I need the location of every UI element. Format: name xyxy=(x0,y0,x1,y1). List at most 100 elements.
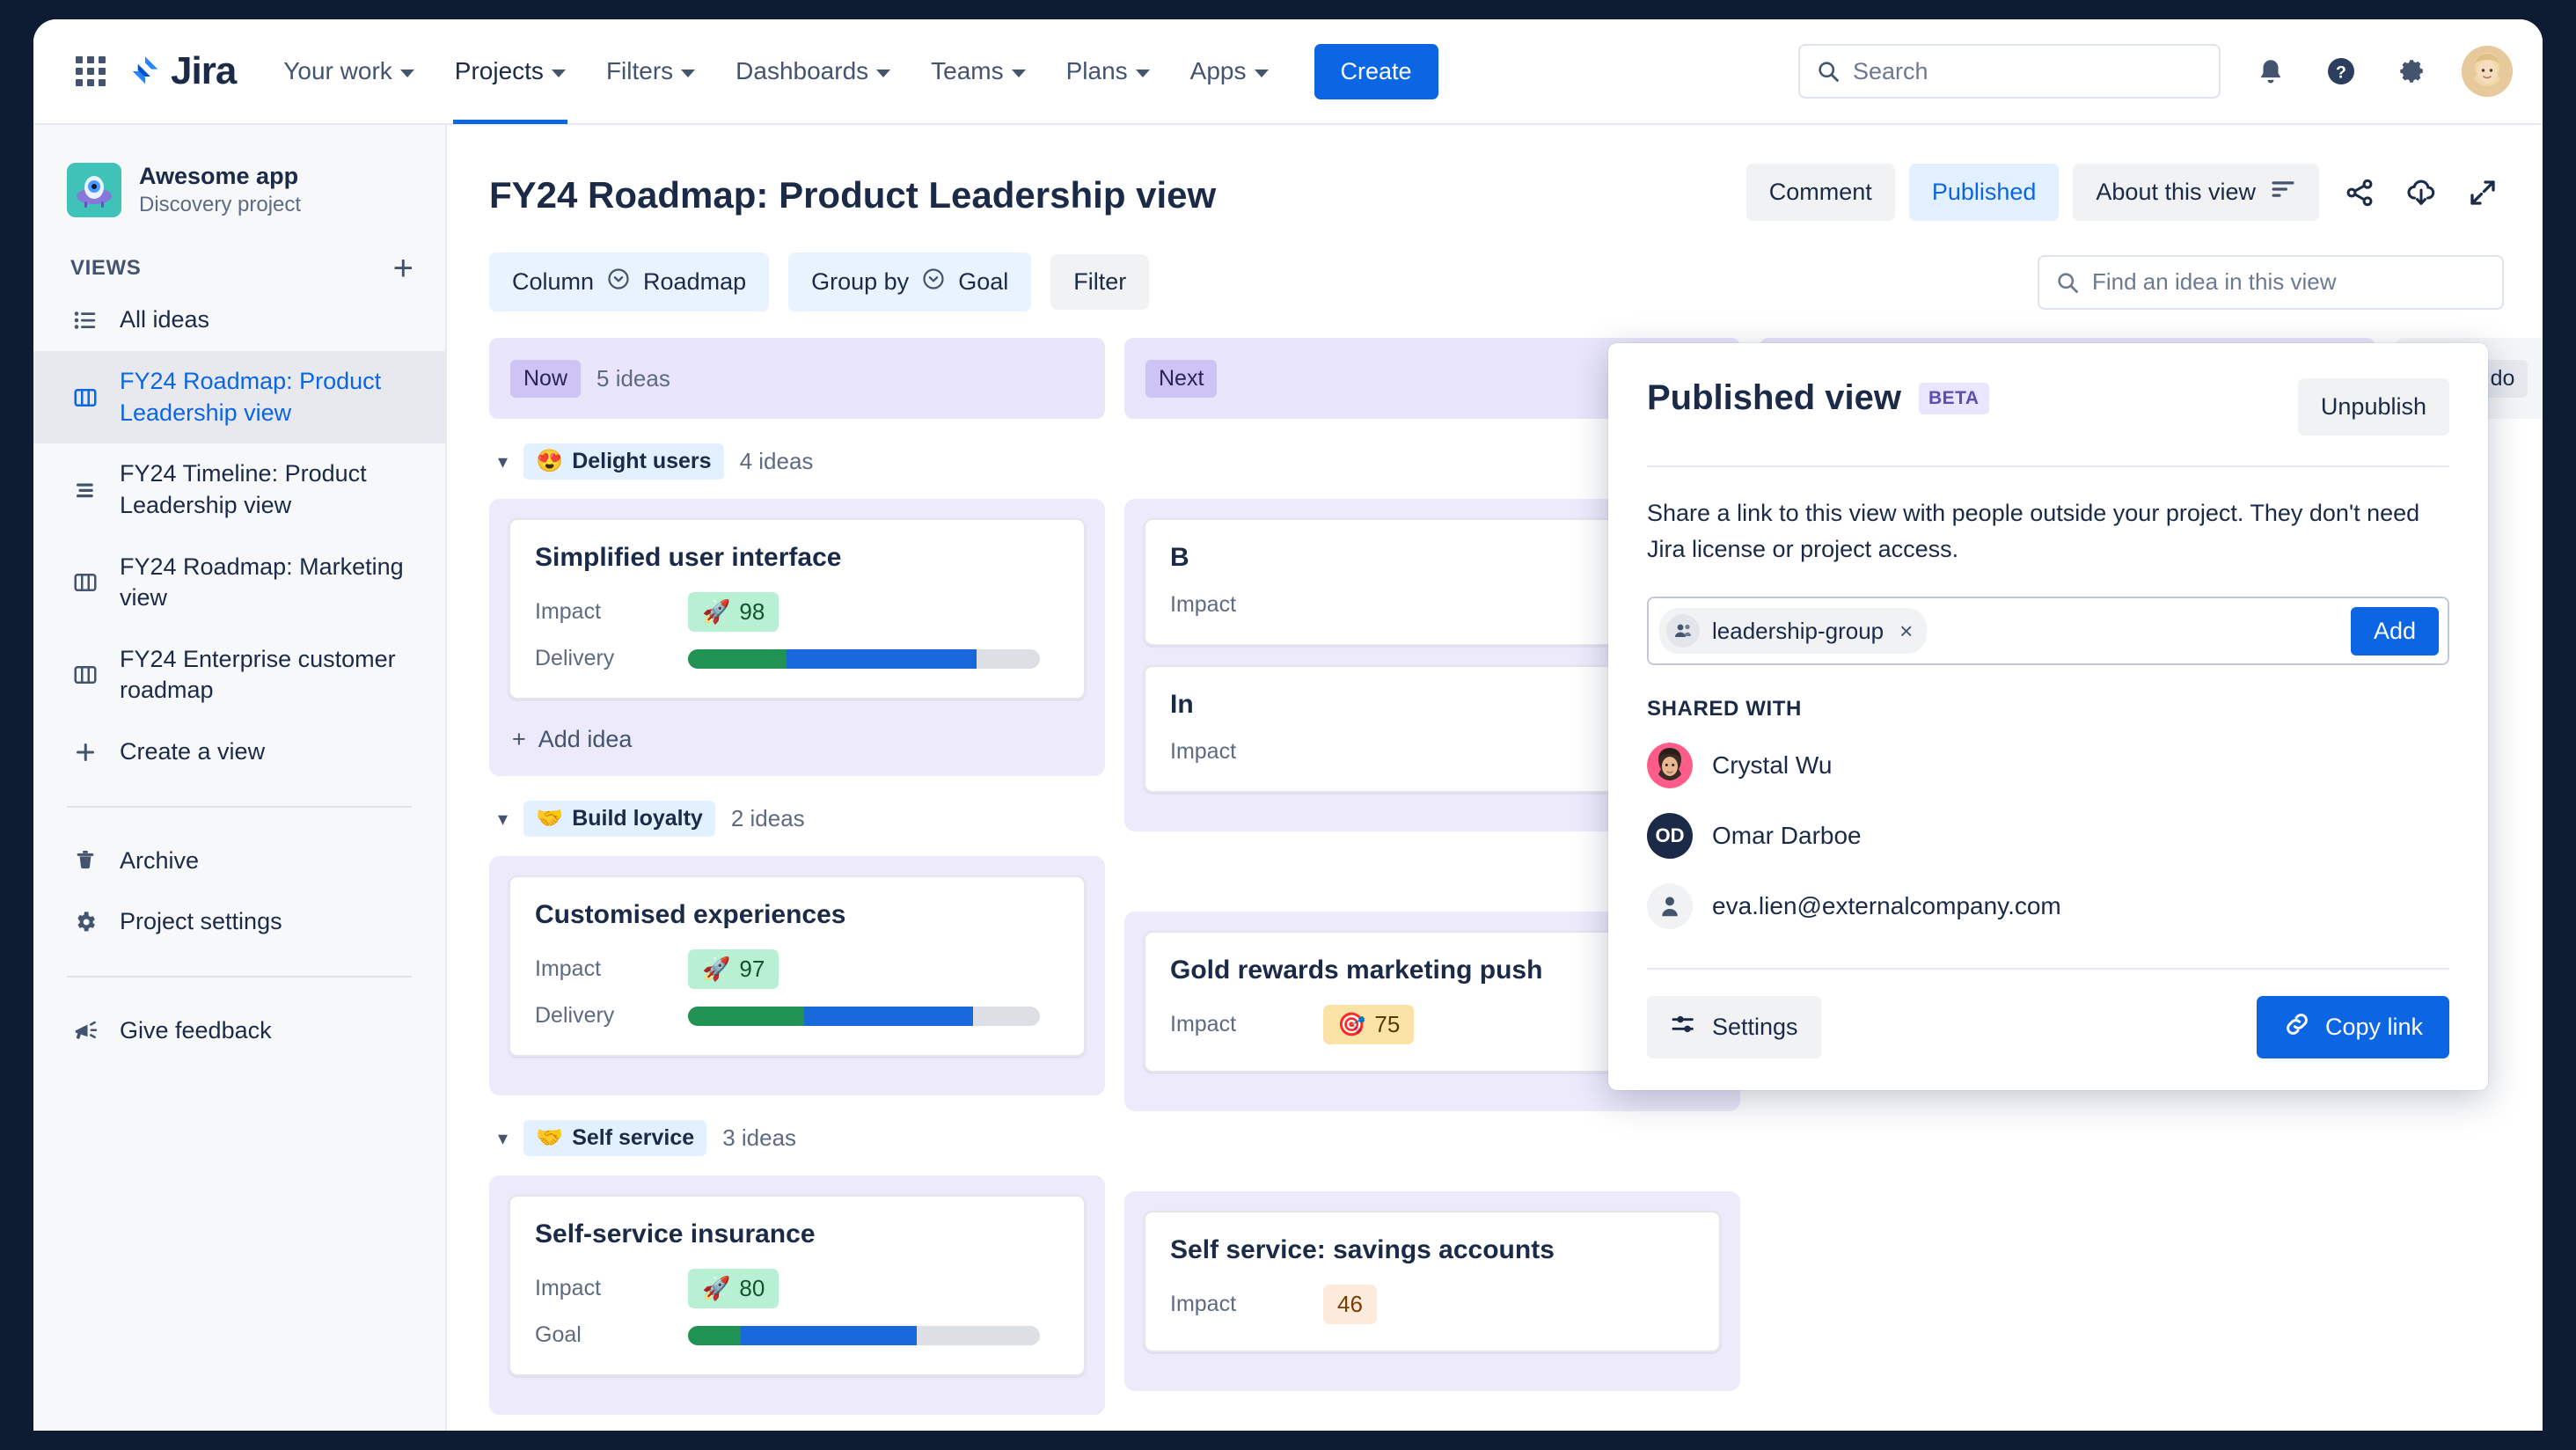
create-button[interactable]: Create xyxy=(1314,43,1438,99)
nav-label: Projects xyxy=(454,57,544,84)
sidebar-item-give-feedback[interactable]: Give feedback xyxy=(33,1000,445,1062)
nav-apps[interactable]: Apps xyxy=(1189,19,1270,124)
export-download-icon[interactable] xyxy=(2400,172,2442,214)
share-icon[interactable] xyxy=(2338,172,2381,214)
board-icon xyxy=(70,569,100,596)
column-header: Now 5 ideas xyxy=(489,338,1105,419)
group-header-delight-users[interactable]: ▾ 😍 Delight users 4 ideas xyxy=(489,419,1105,499)
group-chip: 🤝 Build loyalty xyxy=(523,801,715,837)
user-avatar[interactable] xyxy=(2462,46,2513,97)
shared-person-row: OD Omar Darboe xyxy=(1647,801,2449,871)
nav-label: Teams xyxy=(931,57,1004,84)
unpublish-button[interactable]: Unpublish xyxy=(2297,378,2449,436)
groupby-label: Group by xyxy=(811,268,910,295)
share-recipient-input[interactable]: leadership-group × Add xyxy=(1647,597,2449,665)
chevron-down-icon[interactable]: ▾ xyxy=(498,807,509,830)
sidebar-item-project-settings[interactable]: Project settings xyxy=(33,891,445,953)
nav-teams[interactable]: Teams xyxy=(929,19,1027,124)
published-button[interactable]: Published xyxy=(1908,164,2060,221)
chevron-down-icon[interactable]: ▾ xyxy=(498,1126,509,1149)
settings-button[interactable]: Settings xyxy=(1647,996,1821,1058)
sidebar-item-label: Project settings xyxy=(120,908,282,935)
copy-link-button[interactable]: Copy link xyxy=(2256,996,2449,1058)
list-icon xyxy=(70,307,100,333)
group-label: Build loyalty xyxy=(572,806,703,831)
goal-progress-bar xyxy=(688,1325,1040,1345)
idea-card[interactable]: Customised experiences Impact 🚀 97 Deliv… xyxy=(509,875,1086,1057)
groupby-selector[interactable]: Group by Goal xyxy=(788,253,1032,311)
notifications-icon[interactable] xyxy=(2250,51,2291,92)
nav-dashboards[interactable]: Dashboards xyxy=(734,19,892,124)
fullscreen-icon[interactable] xyxy=(2462,172,2504,214)
person-icon xyxy=(1647,883,1693,929)
copy-link-label: Copy link xyxy=(2324,1014,2423,1040)
global-search-input[interactable]: Search xyxy=(1798,44,2221,99)
sidebar-item-archive[interactable]: Archive xyxy=(33,831,445,892)
find-idea-input[interactable]: Find an idea in this view xyxy=(2038,254,2504,310)
impact-score-badge: 46 xyxy=(1323,1285,1377,1324)
app-switcher-icon[interactable] xyxy=(76,56,106,86)
project-header[interactable]: Awesome app Discovery project xyxy=(33,155,445,247)
add-recipient-button[interactable]: Add xyxy=(2350,606,2439,655)
jira-logo[interactable]: Jira xyxy=(128,49,237,93)
global-navigation: Jira Your work Projects Filters Dashboar… xyxy=(33,19,2543,125)
column-value: Roadmap xyxy=(643,268,747,295)
chevron-down-circle-icon xyxy=(921,267,946,297)
impact-score-badge: 🎯 75 xyxy=(1323,1005,1415,1044)
about-this-view-button[interactable]: About this view xyxy=(2073,164,2319,221)
nav-filters[interactable]: Filters xyxy=(604,19,697,124)
add-view-icon[interactable]: + xyxy=(392,249,413,289)
settings-gear-icon[interactable] xyxy=(2391,51,2432,92)
filter-button[interactable]: Filter xyxy=(1050,254,1150,310)
megaphone-icon xyxy=(70,1018,100,1044)
recipient-tag-label: leadership-group xyxy=(1712,617,1884,644)
remove-tag-icon[interactable]: × xyxy=(1899,617,1914,644)
idea-card[interactable]: Self-service insurance Impact 🚀 80 Goal xyxy=(509,1195,1086,1376)
add-idea-label: Add idea xyxy=(538,726,633,752)
add-idea-button[interactable]: + Add idea xyxy=(509,719,1086,757)
published-view-dialog: Published view BETA Unpublish Share a li… xyxy=(1608,343,2488,1090)
delivery-label: Delivery xyxy=(535,646,615,670)
group-header-build-loyalty[interactable]: ▾ 🤝 Build loyalty 2 ideas xyxy=(489,776,1105,856)
idea-title: B xyxy=(1170,543,1189,572)
details-lines-icon xyxy=(2270,179,2296,206)
comment-button[interactable]: Comment xyxy=(1745,164,1895,221)
project-avatar-icon xyxy=(67,162,121,217)
idea-impact-row: Impact 🚀 98 xyxy=(535,592,1059,632)
rocket-icon: 🚀 xyxy=(702,956,731,982)
group-chip: 🤝 Self service xyxy=(523,1120,707,1156)
column-tag: Next xyxy=(1145,359,1218,398)
project-sidebar: Awesome app Discovery project VIEWS + Al… xyxy=(33,125,447,1431)
nav-projects[interactable]: Projects xyxy=(452,19,568,124)
impact-label: Impact xyxy=(535,956,602,981)
board-icon xyxy=(70,662,100,688)
jira-logo-icon xyxy=(128,55,162,88)
sidebar-item-label: FY24 Timeline: Product Leadership view xyxy=(120,460,367,518)
idea-card[interactable]: Simplified user interface Impact 🚀 98 De… xyxy=(509,518,1086,699)
sidebar-item-fy24-roadmap-product-leadership[interactable]: FY24 Roadmap: Product Leadership view xyxy=(33,351,445,444)
impact-score-badge: 🚀 98 xyxy=(688,592,779,632)
dialog-title-wrap: Published view BETA xyxy=(1647,378,1989,418)
column-selector[interactable]: Column Roadmap xyxy=(489,253,770,311)
idea-delivery-row: Delivery xyxy=(535,646,1059,671)
app-body: Awesome app Discovery project VIEWS + Al… xyxy=(33,125,2543,1431)
impact-label: Impact xyxy=(1170,1012,1237,1036)
nav-your-work[interactable]: Your work xyxy=(282,19,415,124)
help-icon[interactable]: ? xyxy=(2321,51,2361,92)
groupby-value: Goal xyxy=(958,268,1009,295)
beta-badge: BETA xyxy=(1918,382,1989,414)
plus-icon xyxy=(70,739,100,765)
sidebar-item-fy24-roadmap-marketing[interactable]: FY24 Roadmap: Marketing view xyxy=(33,537,445,629)
sidebar-item-fy24-timeline-product-leadership[interactable]: FY24 Timeline: Product Leadership view xyxy=(33,443,445,536)
sidebar-item-all-ideas[interactable]: All ideas xyxy=(33,289,445,351)
group-header-self-service[interactable]: ▾ 🤝 Self service 3 ideas xyxy=(489,1095,1105,1175)
shared-person-row: eva.lien@externalcompany.com xyxy=(1647,871,2449,941)
nav-plans[interactable]: Plans xyxy=(1065,19,1152,124)
lane-now-delight-users: Simplified user interface Impact 🚀 98 De… xyxy=(489,499,1105,776)
dialog-footer: Settings Copy link xyxy=(1647,968,2449,1058)
sidebar-item-create-a-view[interactable]: Create a view xyxy=(33,721,445,783)
sidebar-item-fy24-enterprise-customer-roadmap[interactable]: FY24 Enterprise customer roadmap xyxy=(33,629,445,721)
chevron-down-circle-icon xyxy=(606,267,631,297)
chevron-down-icon[interactable]: ▾ xyxy=(498,450,509,472)
idea-card[interactable]: Self service: savings accounts Impact 46 xyxy=(1144,1211,1721,1352)
